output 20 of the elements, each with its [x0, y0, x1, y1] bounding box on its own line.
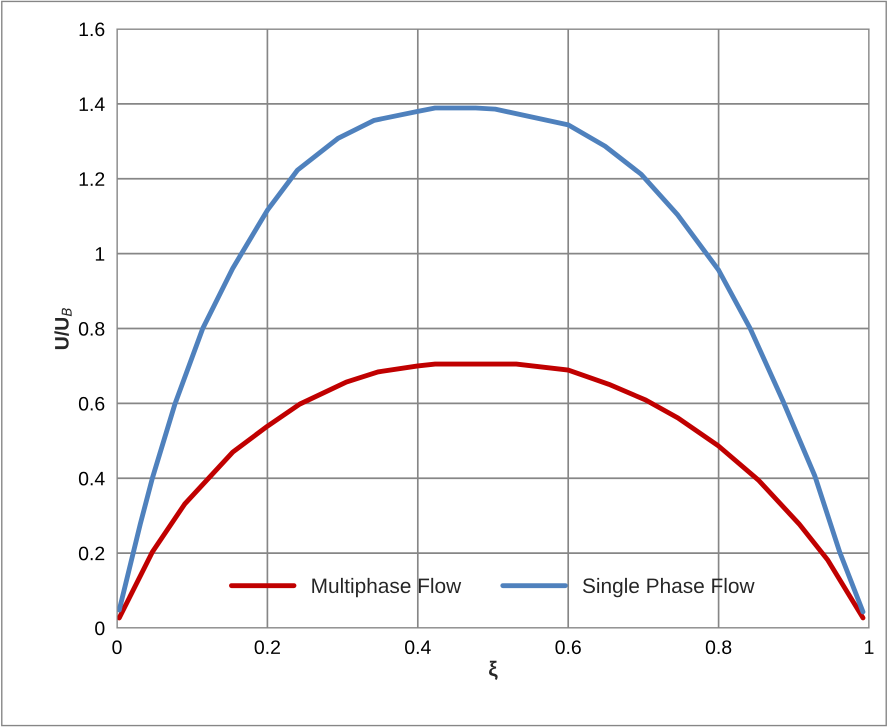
x-tick-label: 0.6	[555, 640, 581, 654]
x-tick-label: 0	[112, 640, 122, 654]
x-tick-label: 0.4	[405, 640, 431, 654]
y-tick-label: 1.6	[80, 22, 104, 36]
y-tick-label: 1.2	[80, 172, 104, 186]
y-axis-title: U/U$_{B}$	[54, 308, 72, 350]
legend-label: Multiphase Flow	[312, 578, 462, 598]
x-tick-label: 1	[865, 640, 874, 654]
y-tick-label: 1.4	[80, 98, 105, 111]
y-tick-label: 0	[95, 621, 104, 636]
x-tick-label: 0.2	[254, 640, 280, 654]
x-tick-label: 0.8	[706, 640, 732, 654]
y-tick-label: 0.6	[78, 396, 104, 411]
y-tick-label: 0.4	[78, 472, 105, 486]
line-series	[117, 106, 866, 614]
y-tick-label: 0.2	[78, 546, 104, 560]
y-tick-label: 0.8	[78, 322, 104, 336]
x-axis-title: ξ	[489, 660, 498, 680]
y-tick-label: 1	[96, 247, 104, 261]
line-series	[117, 362, 866, 620]
